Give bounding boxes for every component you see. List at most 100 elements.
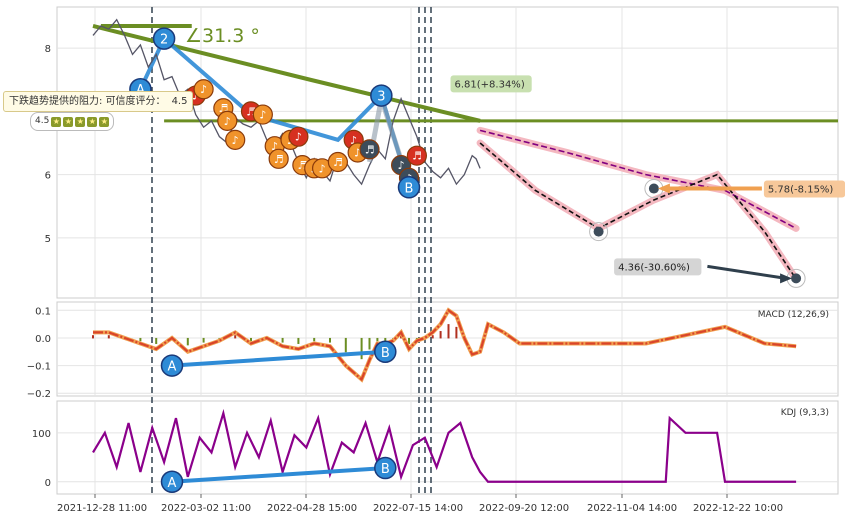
- star-icon: ★: [51, 116, 62, 127]
- music-note-icon: ♪: [354, 147, 361, 160]
- macd-histogram-bar: [360, 337, 363, 360]
- music-note-icon: ♬: [246, 105, 256, 118]
- x-tick-label: 2022-07-15 14:00: [373, 503, 463, 514]
- kdj-divergence-line: [171, 466, 386, 484]
- music-note-marker: [193, 79, 214, 100]
- macd-y-tick-label: 0.0: [35, 334, 51, 345]
- wave-marker-label: A: [136, 83, 145, 98]
- macd-histogram-bar: [92, 335, 94, 339]
- macd-histogram-bar: [297, 337, 300, 344]
- macd-panel-label: MACD (12,26,9): [758, 310, 829, 320]
- music-note-marker: [406, 145, 427, 166]
- price-y-tick-label: 5: [45, 234, 51, 245]
- callout-arrowhead: [780, 273, 793, 284]
- music-note-icon: ♪: [271, 140, 278, 153]
- macd-histogram-bar: [313, 337, 316, 342]
- macd-histogram-bar: [431, 335, 434, 339]
- music-note-icon: ♪: [295, 131, 302, 144]
- forecast-point: [593, 226, 604, 237]
- macd-histogram-bar: [344, 337, 347, 353]
- panel-frame: [56, 6, 839, 299]
- x-axis-ticks: 2021-12-28 11:00 2022-03-02 11:00 2022-04-…: [57, 494, 783, 514]
- star-icon: ★: [63, 116, 74, 127]
- macd-histogram-bar: [368, 337, 371, 350]
- price-y-tick-label: 8: [45, 44, 51, 55]
- wave-marker-B: [397, 176, 421, 199]
- macd-y-tick-label: 0.1: [35, 306, 51, 317]
- music-note-icon: ♪: [200, 83, 207, 96]
- kdj-y-tick-label: 100: [32, 429, 51, 440]
- forecast-path: [479, 142, 797, 280]
- wave-marker-label: B: [405, 181, 414, 196]
- music-note-icon: ♪: [232, 134, 239, 147]
- star-icon: ★: [87, 116, 98, 127]
- macd-y-tick-label: −0.1: [27, 362, 51, 373]
- macd-histogram-bar: [376, 337, 379, 342]
- kdj-panel-label: KDJ (9,3,3): [781, 408, 829, 418]
- music-note-icon: ♬: [333, 156, 343, 169]
- wave-marker-label: 2: [160, 33, 168, 48]
- music-note-marker: [288, 126, 309, 147]
- macd-histogram-bar: [455, 326, 458, 339]
- macd-line: [93, 308, 797, 382]
- music-note-marker: [225, 129, 246, 150]
- music-note-icon: ♪: [192, 90, 199, 103]
- star-icon: ★: [75, 116, 86, 127]
- x-tick-label: 2022-09-20 12:00: [479, 503, 569, 514]
- macd-divergence-marker: [374, 340, 397, 364]
- music-note-icon: ♪: [224, 115, 231, 128]
- confidence-stars: 4.5 ★ ★ ★ ★ ★: [30, 112, 115, 131]
- macd-panel: 0.1 0.0 −0.1 −0.2 A B: [27, 306, 797, 400]
- macd-histogram-bar: [281, 337, 284, 343]
- kdj-divergence-label: B: [381, 462, 390, 477]
- kdj-panel: 100 0 A B: [32, 408, 797, 494]
- star-half-icon: ★: [99, 116, 110, 127]
- callout-box: [614, 258, 702, 276]
- x-tick-label: 2021-12-28 11:00: [57, 503, 147, 514]
- macd-histogram-bar: [186, 337, 189, 346]
- macd-divergence-marker: [160, 354, 184, 377]
- macd-histogram-bar: [250, 337, 252, 342]
- stars-score: 4.5: [35, 116, 50, 126]
- price-panel: 5678♪♪♬♪♪♬♪♪♬♪♪♬♪♪♬♪♪♬♪♪♬A23B6.81(+8.34%…: [45, 18, 845, 288]
- macd-divergence-label: A: [168, 360, 177, 375]
- price-line: [92, 18, 481, 186]
- gridlines: [57, 7, 838, 494]
- kdj-divergence-marker: [160, 470, 184, 494]
- tooltip-score: 4.5: [171, 96, 188, 107]
- macd-histogram-bar: [447, 324, 450, 339]
- macd-histogram-bar: [439, 331, 442, 339]
- tooltip-text: 下跌趋势提供的阻力: 可信度评分：: [9, 96, 166, 107]
- music-note-icon: ♬: [365, 143, 375, 156]
- panel-frame: [56, 400, 839, 495]
- kdj-divergence-marker: [374, 456, 397, 480]
- x-tick-label: 2022-11-04 14:00: [587, 503, 677, 514]
- callout-arrow: [707, 264, 787, 280]
- music-note-icon: ♬: [274, 153, 284, 166]
- macd-histogram-bar: [329, 337, 331, 343]
- macd-histogram-bar: [202, 337, 205, 343]
- forecast-point: [648, 183, 659, 194]
- macd-histogram-bar: [107, 335, 110, 339]
- music-note-marker: [327, 151, 348, 173]
- callout-text: 5.78(-8.15%): [768, 185, 834, 196]
- macd-histogram-bar: [139, 337, 142, 342]
- macd-histogram-bar: [155, 337, 158, 344]
- callout-text: 6.81(+8.34%): [455, 79, 525, 90]
- wave-marker-3: [370, 84, 393, 107]
- music-note-marker: [217, 110, 238, 131]
- projection-line: [479, 129, 797, 230]
- panel-frame: [56, 301, 839, 397]
- music-note-icon: ♬: [412, 150, 422, 163]
- callout-box: [450, 75, 532, 93]
- macd-divergence-label: B: [381, 346, 390, 361]
- macd-histogram-bar: [384, 337, 387, 342]
- music-note-marker: [268, 148, 289, 169]
- kdj-y-tick-label: 0: [45, 478, 51, 489]
- wave-marker-label: 3: [377, 90, 385, 105]
- music-note-icon: ♪: [398, 159, 405, 172]
- music-note-marker: [252, 104, 273, 125]
- kdj-divergence-label: A: [168, 476, 177, 491]
- forecast-point-ring: [589, 222, 609, 242]
- callout-arrowhead: [657, 183, 670, 194]
